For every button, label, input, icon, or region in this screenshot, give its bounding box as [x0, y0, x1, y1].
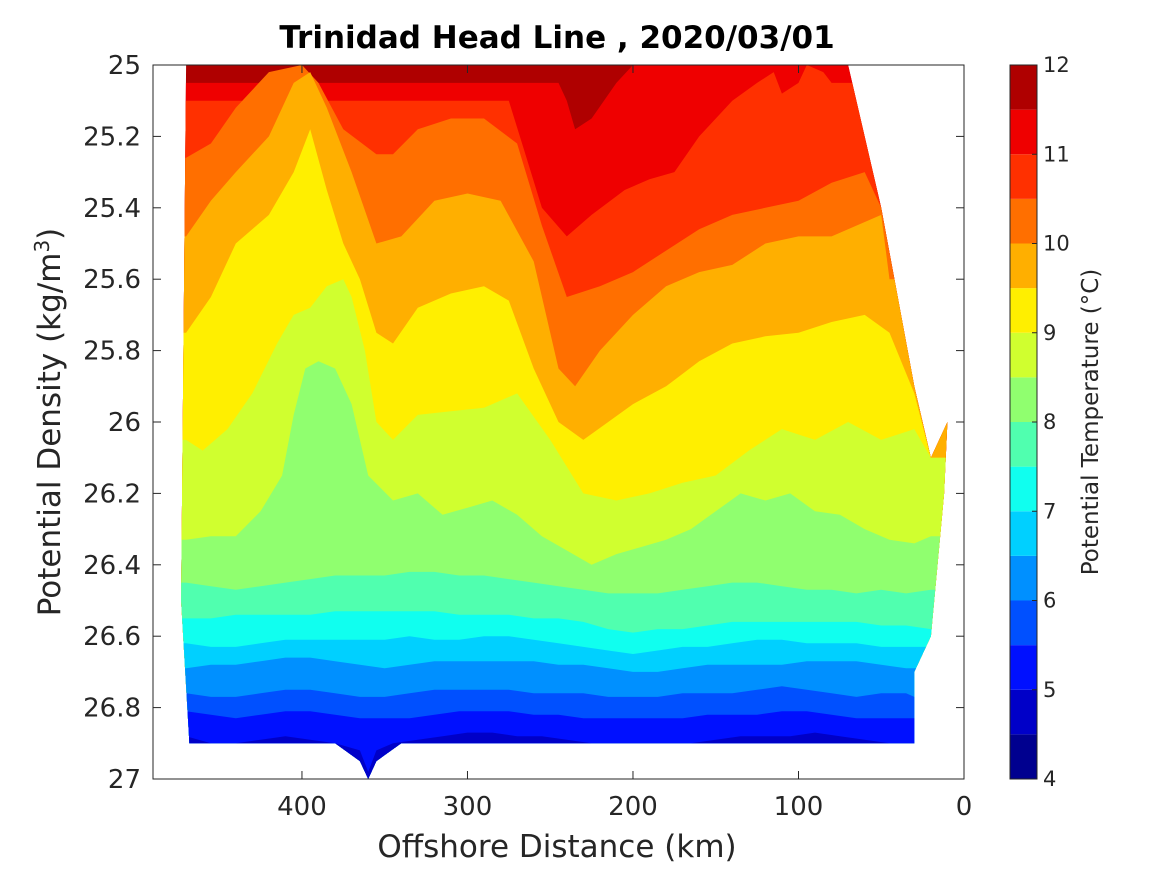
colorbar-tick-label: 12	[1043, 53, 1070, 77]
colorbar-block	[1010, 555, 1037, 601]
colorbar-tick-label: 6	[1043, 589, 1056, 613]
x-tick-label: 300	[443, 792, 493, 822]
y-tick-label: 26.8	[83, 694, 141, 724]
y-tick-label: 26.6	[83, 622, 141, 652]
colorbar-block	[1010, 243, 1037, 289]
colorbar-block	[1010, 645, 1037, 690]
colorbar-block	[1010, 65, 1037, 110]
colorbar-tick-label: 4	[1043, 767, 1056, 791]
colorbar-block	[1010, 332, 1037, 378]
colorbar-block	[1010, 377, 1037, 422]
y-tick-label: 25	[108, 51, 141, 81]
colorbar-tick-label: 11	[1043, 142, 1070, 166]
colorbar-block	[1010, 689, 1037, 735]
y-tick-label: 25.8	[83, 337, 141, 367]
y-axis: 25 25.2 25.4 25.6 25.8 26 26.2 26.4 26.6 26.8 27	[83, 51, 964, 795]
y-axis-label-text: Potential Density (kg/m	[32, 253, 68, 617]
colorbar-tick-label: 8	[1043, 410, 1056, 434]
y-tick-label: 25.2	[83, 122, 141, 152]
colorbar-tick-label: 9	[1043, 321, 1056, 345]
x-tick-label: 0	[956, 792, 973, 822]
y-tick-label: 26	[108, 408, 141, 438]
colorbar-ticks: 4 5 6 7 8 9 10 11 12	[1032, 53, 1070, 791]
y-axis-label: Potential Density (kg/m3)	[30, 228, 68, 617]
chart-title: Trinidad Head Line , 2020/03/01	[279, 20, 834, 56]
colorbar-block	[1010, 600, 1037, 646]
colorbar-block	[1010, 154, 1037, 199]
colorbar-block	[1010, 734, 1037, 779]
contour-fill-layer	[181, 65, 948, 779]
x-axis: 400 300 200 100 0	[277, 65, 972, 822]
colorbar: 4 5 6 7 8 9 10 11 12 Potential Temperature (°C)	[1009, 53, 1104, 791]
colorbar-tick-label: 5	[1043, 678, 1056, 702]
colorbar-block	[1010, 466, 1037, 512]
colorbar-tick-label: 7	[1043, 499, 1056, 523]
x-tick-label: 400	[277, 792, 327, 822]
colorbar-block	[1010, 511, 1037, 556]
x-tick-label: 100	[774, 792, 824, 822]
x-tick-label: 200	[608, 792, 658, 822]
colorbar-block	[1010, 422, 1037, 467]
x-axis-label: Offshore Distance (km)	[377, 829, 736, 865]
colorbar-block	[1010, 198, 1037, 244]
y-tick-label: 25.4	[83, 194, 141, 224]
contour-fills	[181, 65, 948, 779]
y-axis-label-superscript: 3	[30, 240, 54, 253]
colorbar-blocks	[1010, 65, 1037, 779]
colorbar-block	[1010, 109, 1037, 155]
y-tick-label: 26.4	[83, 551, 141, 581]
colorbar-label: Potential Temperature (°C)	[1078, 269, 1104, 576]
colorbar-block	[1010, 288, 1037, 333]
y-axis-label-close: )	[32, 228, 68, 240]
y-tick-label: 26.2	[83, 479, 141, 509]
y-tick-label: 27	[108, 765, 141, 795]
y-tick-label: 25.6	[83, 265, 141, 295]
colorbar-tick-label: 10	[1043, 232, 1070, 256]
